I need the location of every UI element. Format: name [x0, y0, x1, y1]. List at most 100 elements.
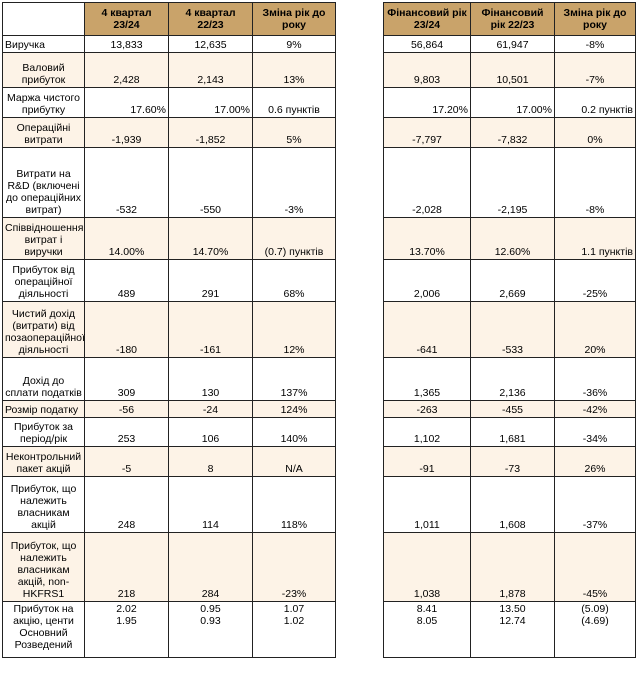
cell-q-chg: 13%	[252, 52, 336, 88]
cell-fy-chg: (5.09) (4.69)	[554, 601, 636, 658]
column-gap	[335, 2, 384, 36]
row-label: Валовий прибуток	[2, 52, 85, 88]
cell-fy-chg: 20%	[554, 301, 636, 358]
table-row-eps: Прибуток на акцію, центи Основний Розвед…	[2, 601, 636, 658]
cell-fy-cur: 1,011	[383, 476, 471, 533]
cell-fy-cur: -263	[383, 400, 471, 418]
cell-q-cur: 248	[84, 476, 169, 533]
cell-fy-cur: -2,028	[383, 147, 471, 218]
eps-basic: 2.02	[116, 603, 137, 615]
header-label-blank	[2, 2, 85, 36]
row-label: Прибуток за період/рік	[2, 417, 85, 447]
cell-q-prev: 130	[168, 357, 253, 401]
cell-fy-chg: -42%	[554, 400, 636, 418]
cell-fy-prev: 17.00%	[470, 87, 555, 118]
cell-q-prev: -550	[168, 147, 253, 218]
row-label: Маржа чистого прибутку	[2, 87, 85, 118]
cell-q-prev: -24	[168, 400, 253, 418]
row-label: Неконтрольний пакет акцій	[2, 446, 85, 477]
cell-q-chg: 137%	[252, 357, 336, 401]
cell-q-prev: -161	[168, 301, 253, 358]
cell-q-cur: -5	[84, 446, 169, 477]
row-label: Прибуток, що належить власникам акцій	[2, 476, 85, 533]
eps-basic: 0.95	[200, 603, 221, 615]
cell-fy-prev: 1,608	[470, 476, 555, 533]
header-q-cur: 4 квартал 23/24	[84, 2, 169, 36]
cell-fy-prev: 13.50 12.74	[470, 601, 555, 658]
cell-q-chg: 5%	[252, 117, 336, 148]
cell-fy-prev: 1,878	[470, 532, 555, 602]
eps-diluted: 12.74	[499, 615, 526, 627]
row-label: Чистий дохід (витрати) від позаопераційн…	[2, 301, 85, 358]
eps-diluted: (4.69)	[581, 615, 609, 627]
cell-q-prev: 0.95 0.93	[168, 601, 253, 658]
header-q-prev: 4 квартал 22/23	[168, 2, 253, 36]
header-row: 4 квартал 23/24 4 квартал 22/23 Зміна рі…	[2, 2, 636, 36]
cell-fy-prev: 10,501	[470, 52, 555, 88]
cell-fy-chg: 0%	[554, 117, 636, 148]
row-label: Операційні витрати	[2, 117, 85, 148]
cell-fy-chg: -8%	[554, 35, 636, 53]
cell-q-cur: 17.60%	[84, 87, 169, 118]
cell-q-cur: 253	[84, 417, 169, 447]
cell-q-cur: -532	[84, 147, 169, 218]
cell-q-chg: 140%	[252, 417, 336, 447]
cell-fy-prev: 2,669	[470, 259, 555, 302]
eps-diluted: 0.93	[200, 615, 221, 627]
cell-fy-prev: -7,832	[470, 117, 555, 148]
eps-diluted: 1.95	[116, 615, 137, 627]
cell-q-prev: -1,852	[168, 117, 253, 148]
eps-basic: (5.09)	[581, 603, 609, 615]
cell-fy-prev: -73	[470, 446, 555, 477]
row-label: Прибуток на акцію, центи Основний Розвед…	[2, 601, 85, 658]
table-row-operating-expenses: Операційні витрати -1,939 -1,852 5% -7,7…	[2, 117, 636, 148]
cell-q-cur: 489	[84, 259, 169, 302]
financial-results-table: 4 квартал 23/24 4 квартал 22/23 Зміна рі…	[2, 2, 636, 658]
cell-fy-chg: -45%	[554, 532, 636, 602]
cell-fy-chg: 0.2 пунктів	[554, 87, 636, 118]
cell-q-cur: 218	[84, 532, 169, 602]
cell-q-prev: 114	[168, 476, 253, 533]
cell-fy-cur: -641	[383, 301, 471, 358]
eps-basic: 1.07	[283, 603, 305, 615]
cell-q-prev: 106	[168, 417, 253, 447]
table-row-net-margin: Маржа чистого прибутку 17.60% 17.00% 0.6…	[2, 87, 636, 118]
cell-fy-cur: 56,864	[383, 35, 471, 53]
cell-q-chg: 9%	[252, 35, 336, 53]
cell-fy-chg: -34%	[554, 417, 636, 447]
table-row-non-controlling: Неконтрольний пакет акцій -5 8 N/A -91 -…	[2, 446, 636, 477]
cell-fy-cur: 2,006	[383, 259, 471, 302]
row-label: Розмір податку	[2, 400, 85, 418]
cell-q-chg: N/A	[252, 446, 336, 477]
table-row-tax: Розмір податку -56 -24 124% -263 -455 -4…	[2, 400, 636, 418]
table-row-pretax-income: Дохід до сплати податків 309 130 137% 1,…	[2, 357, 636, 401]
cell-q-prev: 8	[168, 446, 253, 477]
header-fy-chg: Зміна рік до року	[554, 2, 636, 36]
cell-q-chg: -3%	[252, 147, 336, 218]
row-label: Дохід до сплати податків	[2, 357, 85, 401]
eps-basic: 13.50	[499, 603, 526, 615]
cell-q-prev: 17.00%	[168, 87, 253, 118]
cell-fy-prev: 61,947	[470, 35, 555, 53]
cell-q-prev: 2,143	[168, 52, 253, 88]
cell-fy-prev: 1,681	[470, 417, 555, 447]
cell-fy-chg: 26%	[554, 446, 636, 477]
row-label: Виручка	[2, 35, 85, 53]
cell-fy-cur: 17.20%	[383, 87, 471, 118]
row-label: Витрати на R&D (включені до операційних …	[2, 147, 85, 218]
table-row-non-operating: Чистий дохід (витрати) від позаопераційн…	[2, 301, 636, 358]
table-row-revenue: Виручка 13,833 12,635 9% 56,864 61,947 -…	[2, 35, 636, 53]
cell-q-chg: 12%	[252, 301, 336, 358]
cell-q-chg: 124%	[252, 400, 336, 418]
cell-q-chg: 1.07 1.02	[252, 601, 336, 658]
table-row-period-profit: Прибуток за період/рік 253 106 140% 1,10…	[2, 417, 636, 447]
cell-q-chg: (0.7) пунктів	[252, 217, 336, 260]
cell-fy-prev: -455	[470, 400, 555, 418]
cell-fy-cur: 8.41 8.05	[383, 601, 471, 658]
table-row-rd-expenses: Витрати на R&D (включені до операційних …	[2, 147, 636, 218]
cell-q-cur: 2,428	[84, 52, 169, 88]
cell-fy-prev: 12.60%	[470, 217, 555, 260]
cell-q-prev: 12,635	[168, 35, 253, 53]
cell-fy-chg: 1.1 пунктів	[554, 217, 636, 260]
cell-q-cur: -1,939	[84, 117, 169, 148]
